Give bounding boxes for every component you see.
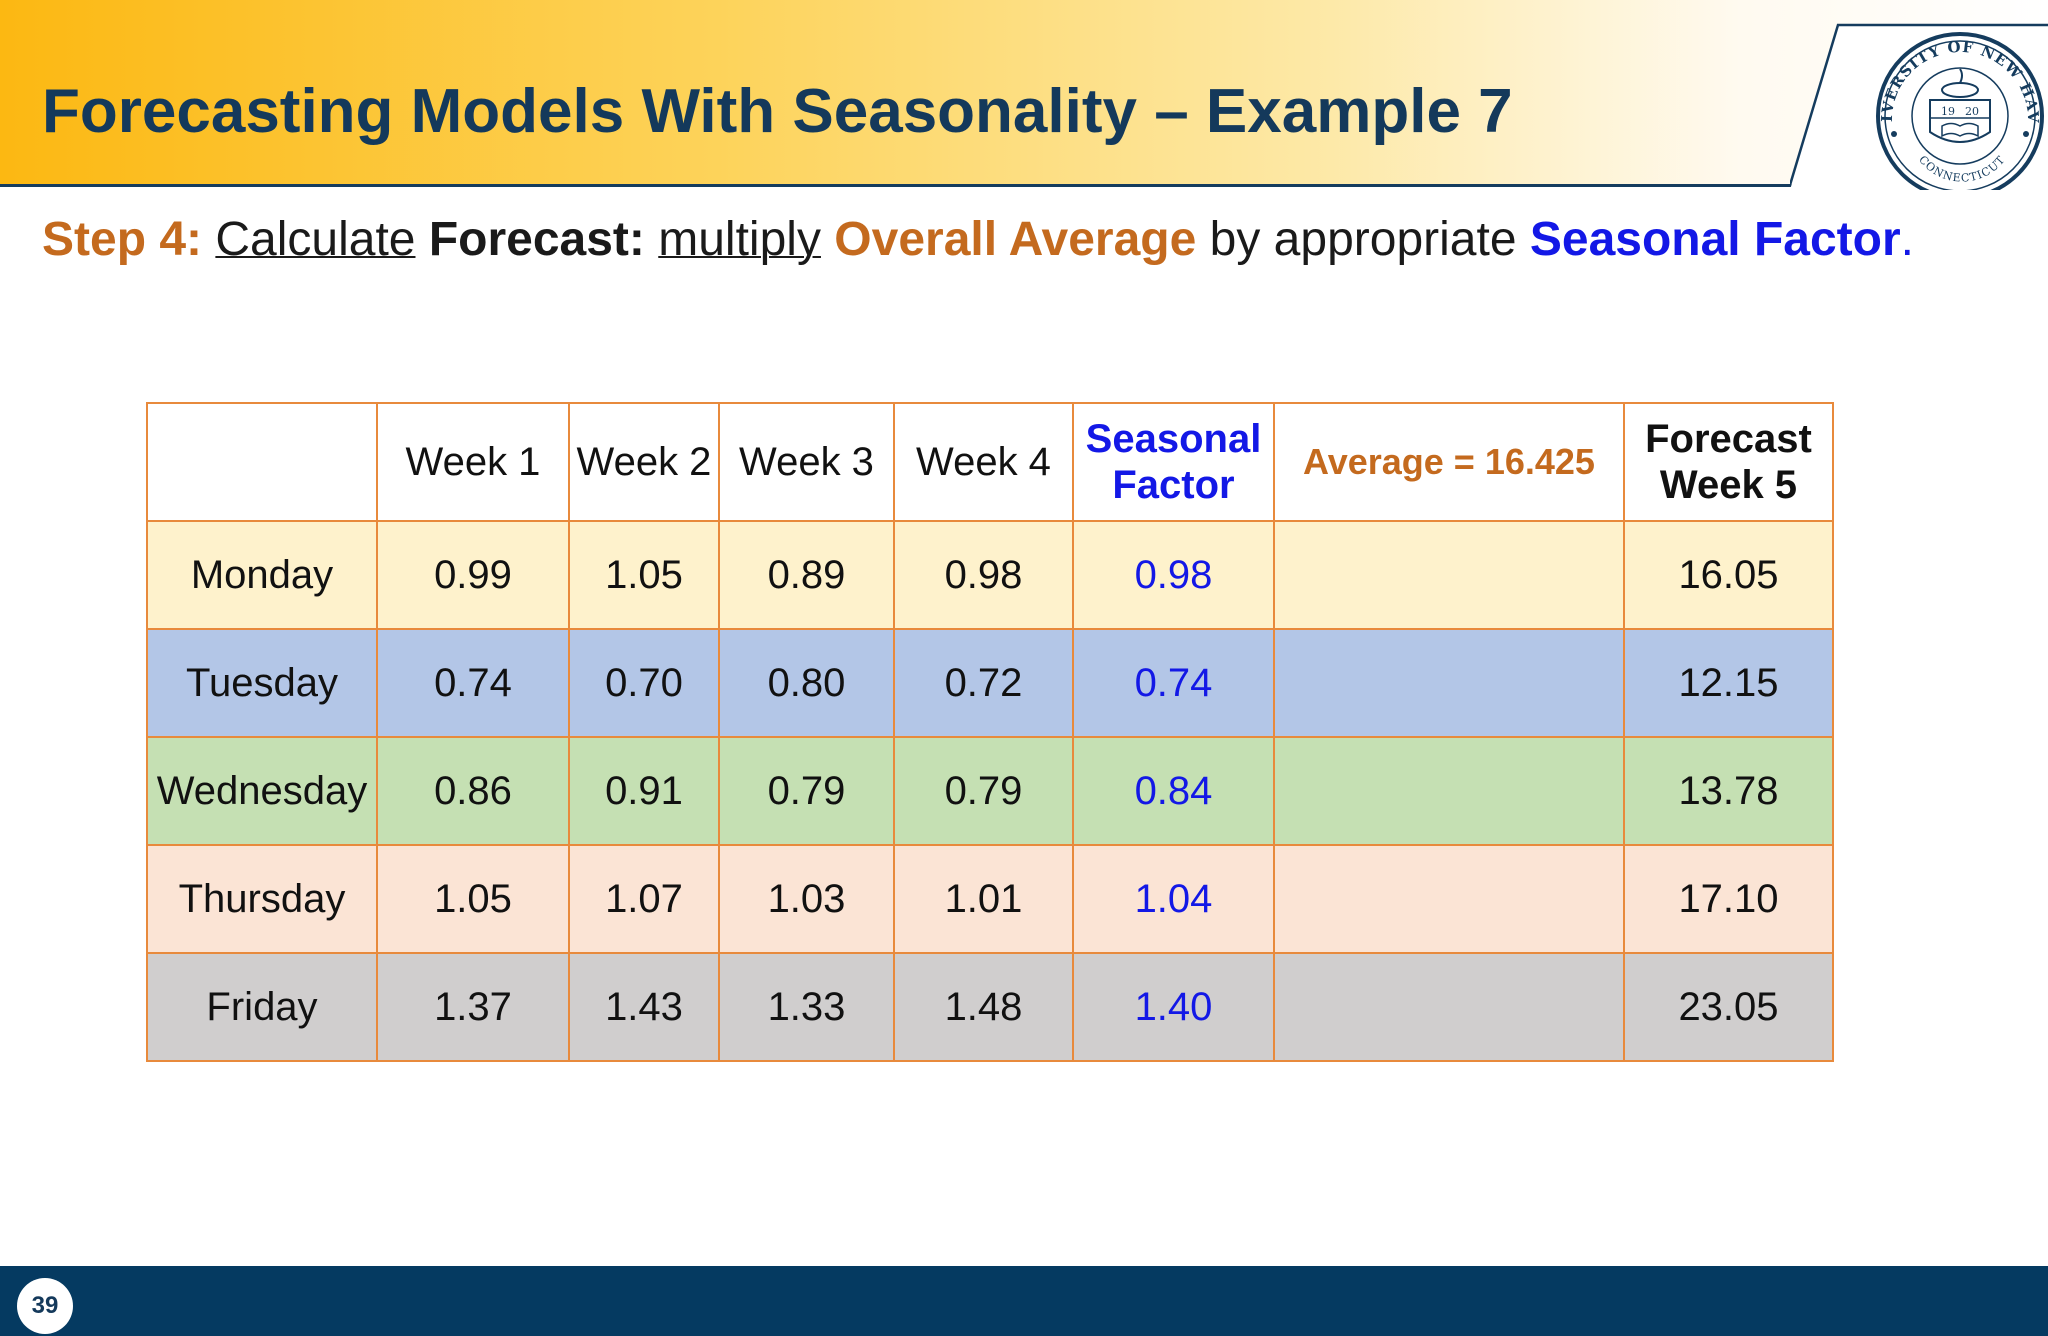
university-logo: UNIVERSITY OF NEW HAVEN CONNECTICUT 19 2…: [1790, 20, 2048, 190]
seasonal-factor-cell: 0.84: [1072, 736, 1275, 846]
seasonal-factor-cell: 0.74: [1072, 628, 1275, 738]
week1-cell: 1.05: [376, 844, 570, 954]
forecast-word: Forecast:: [428, 213, 645, 266]
logo-year-left: 19: [1941, 105, 1955, 118]
week4-cell: 0.98: [893, 520, 1074, 630]
overall-average-term: Overall Average: [834, 213, 1197, 266]
week2-cell: 0.91: [568, 736, 720, 846]
forecast-cell: 17.10: [1623, 844, 1834, 954]
day-cell: Wednesday: [146, 736, 378, 846]
day-cell: Tuesday: [146, 628, 378, 738]
header-blank: [146, 402, 378, 522]
average-cell: [1273, 628, 1625, 738]
table-row-tuesday: Tuesday 0.74 0.70 0.80 0.72 0.74 12.15: [146, 628, 1834, 738]
seasonal-factor-cell: 1.04: [1072, 844, 1275, 954]
seasonal-factor-cell: 1.40: [1072, 952, 1275, 1062]
table-row-wednesday: Wednesday 0.86 0.91 0.79 0.79 0.84 13.78: [146, 736, 1834, 846]
table-row-thursday: Thursday 1.05 1.07 1.03 1.01 1.04 17.10: [146, 844, 1834, 954]
multiply-word: multiply: [658, 213, 821, 266]
week3-cell: 0.89: [718, 520, 895, 630]
week1-cell: 0.99: [376, 520, 570, 630]
week3-cell: 1.03: [718, 844, 895, 954]
average-cell: [1273, 736, 1625, 846]
table-row-monday: Monday 0.99 1.05 0.89 0.98 0.98 16.05: [146, 520, 1834, 630]
week2-cell: 1.05: [568, 520, 720, 630]
header-week-4: Week 4: [893, 402, 1074, 522]
slide-header: [0, 0, 2048, 186]
header-forecast: Forecast Week 5: [1623, 402, 1834, 522]
seasonal-factor-term: Seasonal Factor: [1529, 213, 1901, 266]
header-seasonal-factor-line2: Factor: [1112, 463, 1235, 507]
header-seasonal-factor: Seasonal Factor: [1072, 402, 1275, 522]
header-forecast-line2: Week 5: [1659, 463, 1798, 507]
table-header-row: Week 1 Week 2 Week 3 Week 4 Seasonal Fac…: [146, 402, 1834, 522]
header-seasonal-factor-line1: Seasonal: [1085, 417, 1262, 461]
week4-cell: 0.72: [893, 628, 1074, 738]
calculate-word: Calculate: [215, 213, 416, 266]
header-forecast-line1: Forecast: [1645, 417, 1812, 461]
forecast-cell: 23.05: [1623, 952, 1834, 1062]
week1-cell: 0.74: [376, 628, 570, 738]
week1-cell: 0.86: [376, 736, 570, 846]
step-instruction: Step 4: Calculate Forecast: multiply Ove…: [42, 212, 1914, 267]
seasonal-factor-cell: 0.98: [1072, 520, 1275, 630]
average-cell: [1273, 844, 1625, 954]
forecast-cell: 12.15: [1623, 628, 1834, 738]
week4-cell: 1.48: [893, 952, 1074, 1062]
week2-cell: 0.70: [568, 628, 720, 738]
step-label: Step 4:: [42, 213, 203, 266]
header-rule: [0, 184, 1796, 187]
seasonality-table: Week 1 Week 2 Week 3 Week 4 Seasonal Fac…: [146, 402, 1834, 1062]
forecast-cell: 16.05: [1623, 520, 1834, 630]
university-seal-icon: UNIVERSITY OF NEW HAVEN CONNECTICUT 19 2…: [1790, 20, 2048, 190]
week4-cell: 1.01: [893, 844, 1074, 954]
header-week-2: Week 2: [568, 402, 720, 522]
header-week-1: Week 1: [376, 402, 570, 522]
page-number: 39: [17, 1278, 73, 1334]
by-appropriate-text: by appropriate: [1209, 213, 1517, 266]
day-cell: Monday: [146, 520, 378, 630]
week4-cell: 0.79: [893, 736, 1074, 846]
week2-cell: 1.07: [568, 844, 720, 954]
slide-footer: [0, 1266, 2048, 1336]
day-cell: Thursday: [146, 844, 378, 954]
header-week-3: Week 3: [718, 402, 895, 522]
day-cell: Friday: [146, 952, 378, 1062]
average-cell: [1273, 952, 1625, 1062]
week3-cell: 0.80: [718, 628, 895, 738]
week3-cell: 0.79: [718, 736, 895, 846]
week2-cell: 1.43: [568, 952, 720, 1062]
average-cell: [1273, 520, 1625, 630]
header-average: Average = 16.425: [1273, 402, 1625, 522]
forecast-cell: 13.78: [1623, 736, 1834, 846]
slide-title: Forecasting Models With Seasonality – Ex…: [42, 77, 1513, 146]
table-row-friday: Friday 1.37 1.43 1.33 1.48 1.40 23.05: [146, 952, 1834, 1062]
subtitle-period: .: [1900, 213, 1915, 266]
week3-cell: 1.33: [718, 952, 895, 1062]
week1-cell: 1.37: [376, 952, 570, 1062]
logo-year-right: 20: [1965, 105, 1979, 118]
